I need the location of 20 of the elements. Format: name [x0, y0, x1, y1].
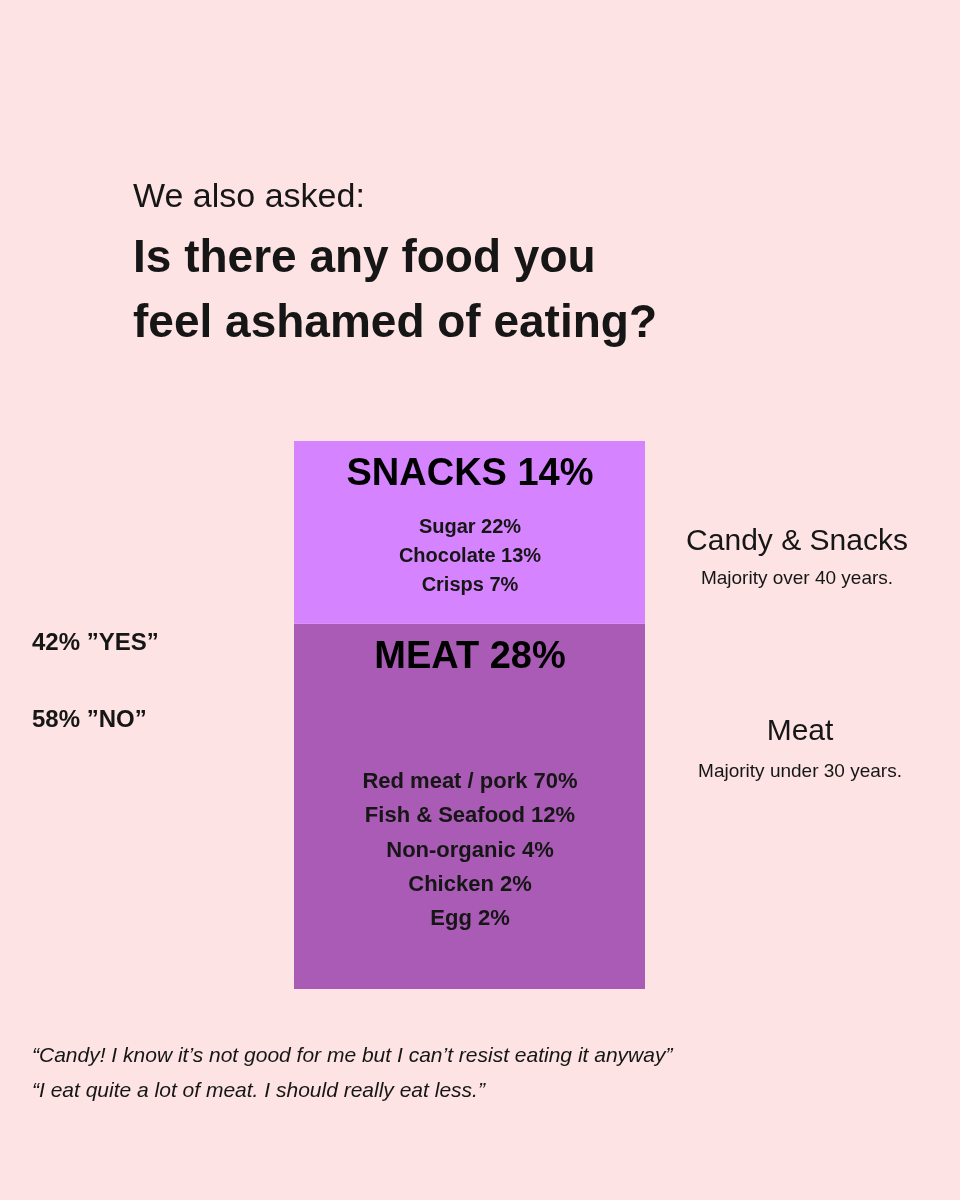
annotation: Red meat / pork 70% — [362, 768, 578, 793]
annotation: Fish & Seafood 12% — [364, 802, 576, 827]
data-label: SNACKS 14% — [346, 451, 594, 493]
text: 42% ”YES” — [32, 628, 159, 655]
text: “Candy! I know it’s not good for me but I can’t resist eating it anyway” — [32, 1043, 674, 1066]
annotation: Chicken 2% — [408, 871, 532, 896]
annotation: Sugar 22% — [418, 515, 522, 537]
text: Meat — [766, 713, 835, 746]
annotation: Egg 2% — [430, 905, 510, 930]
data-label: MEAT 28% — [374, 633, 566, 676]
annotation: Crisps 7% — [421, 573, 519, 595]
annotation: Non-organic 4% — [386, 837, 554, 862]
chart-title: Is there any food you feel ashamed of eating? — [133, 230, 658, 347]
text: “I eat quite a lot of meat. I should really eat less.” — [32, 1078, 486, 1101]
annotation: Chocolate 13% — [398, 544, 542, 566]
text: Candy & Snacks — [686, 523, 908, 556]
text: 58% ”NO” — [32, 705, 147, 732]
text: Majority under 30 years. — [698, 760, 902, 781]
text: Majority over 40 years. — [700, 567, 894, 588]
chart-subtitle: We also asked: — [133, 176, 365, 214]
